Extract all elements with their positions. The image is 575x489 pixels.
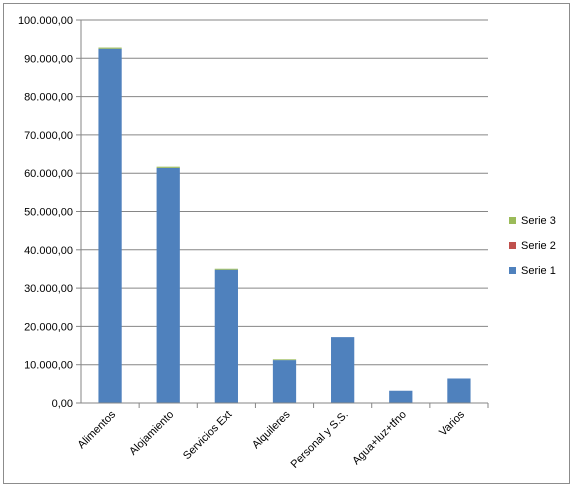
y-tick-label: 30.000,00 xyxy=(24,283,73,295)
bar-serie-3 xyxy=(214,268,238,270)
bar-serie-3 xyxy=(98,47,122,49)
bar-serie-1 xyxy=(272,360,297,403)
x-category-label: Servicios Ext xyxy=(181,409,234,462)
legend-label: Serie 1 xyxy=(521,265,556,277)
legend-label: Serie 3 xyxy=(521,215,556,227)
y-tick-label: 70.000,00 xyxy=(24,130,73,142)
axes xyxy=(80,20,488,404)
y-tick-label: 90.000,00 xyxy=(24,53,73,65)
y-tick-label: 100.000,00 xyxy=(18,15,73,27)
legend: Serie 3 Serie 2 Serie 1 xyxy=(509,215,556,277)
x-category-label: Alojamiento xyxy=(127,409,176,458)
bar-serie-1 xyxy=(447,378,471,403)
y-tick-label: 0,00 xyxy=(52,398,73,410)
x-category-label: Alimentos xyxy=(76,408,119,451)
x-category-label: Varios xyxy=(437,408,467,438)
bar-serie-1 xyxy=(156,167,180,403)
y-tick-label: 20.000,00 xyxy=(24,321,73,333)
x-axis-labels: Alimentos Alojamiento Servicios Ext Alquile… xyxy=(76,403,489,471)
bar-serie-1 xyxy=(98,48,122,403)
y-tick-label: 80.000,00 xyxy=(24,92,73,104)
chart-frame xyxy=(3,3,570,484)
bar-serie-1 xyxy=(331,337,355,403)
y-tick-label: 50.000,00 xyxy=(24,207,73,219)
legend-swatch xyxy=(509,242,516,249)
bars xyxy=(98,47,471,403)
legend-swatch xyxy=(509,267,516,274)
y-axis-ticks: 0,00 10.000,00 20.000,00 30.000,00 40.000,00… xyxy=(18,15,81,410)
x-category-label: Agua+luz+tfno xyxy=(350,409,409,468)
y-tick-label: 60.000,00 xyxy=(24,168,73,180)
legend-swatch xyxy=(509,217,516,224)
bar-serie-3 xyxy=(272,359,297,361)
bar-serie-3 xyxy=(156,166,180,168)
y-tick-label: 10.000,00 xyxy=(24,360,73,372)
legend-label: Serie 2 xyxy=(521,240,556,252)
x-category-label: Personal y S.S. xyxy=(289,409,351,471)
bar-serie-1 xyxy=(389,390,413,403)
y-tick-label: 40.000,00 xyxy=(24,245,73,257)
x-category-label: Alquileres xyxy=(250,408,293,451)
gridlines xyxy=(81,19,488,366)
bar-serie-1 xyxy=(214,269,238,403)
